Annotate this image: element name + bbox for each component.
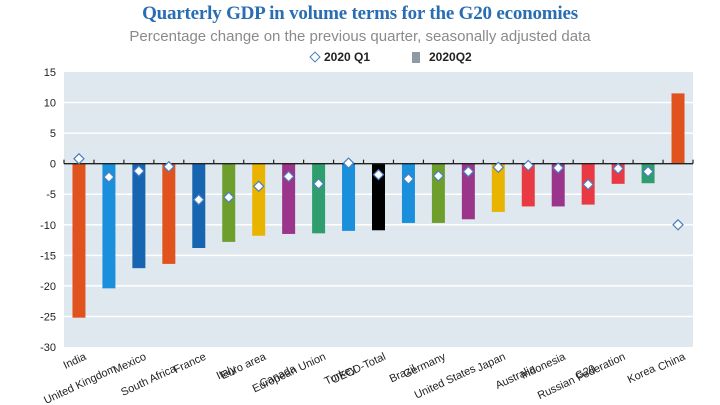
bar-australia [521, 163, 535, 207]
y-tick-label: -15 [40, 250, 56, 262]
diamond-oecd-total [372, 168, 385, 181]
y-tick-label: -10 [40, 220, 56, 232]
bar-united-states [461, 163, 475, 220]
diamond-indonesia [552, 162, 565, 174]
legend-item-q2: 2020Q2 [412, 50, 472, 64]
y-tick-label: -30 [40, 342, 56, 354]
diamond-italy [222, 191, 235, 204]
chart-subtitle: Percentage change on the previous quarte… [129, 28, 591, 45]
y-tick-label: -20 [40, 281, 56, 293]
diamond-france [192, 193, 205, 206]
bar-canada [282, 163, 296, 234]
x-tick-label: Mexico [111, 351, 148, 377]
square-icon [412, 51, 420, 63]
y-tick-label: 0 [50, 159, 56, 171]
diamond-european-union [312, 177, 325, 190]
x-tick-label: China [656, 350, 688, 373]
diamond-united-states [462, 165, 475, 178]
legend-item-q1: 2020 Q1 [309, 50, 371, 64]
legend-label-q1: 2020 Q1 [324, 50, 371, 64]
y-tick-label: 5 [50, 128, 56, 140]
legend: 2020 Q1 2020Q2 [0, 50, 720, 68]
x-tick-label: India [62, 350, 89, 371]
diamond-germany [432, 170, 445, 182]
bar-euro-area [252, 163, 266, 236]
diamond-india [73, 152, 85, 165]
bar-turkey [342, 163, 356, 231]
x-tick-label: Korea [626, 362, 658, 386]
diamond-japan [492, 161, 505, 174]
diamond-turkey [342, 157, 355, 169]
x-tick-label: Japan [475, 351, 507, 375]
bar-mexico [132, 163, 146, 269]
diamond-australia [522, 159, 535, 172]
bar-japan [491, 163, 505, 212]
diamond-g20 [582, 178, 595, 191]
x-tick-label: United Kingdom [42, 363, 118, 405]
diamond-euro-area [252, 180, 265, 193]
diamond-canada [282, 170, 295, 183]
bar-brazil [401, 163, 415, 223]
bar-china [671, 93, 685, 164]
y-tick-label: -5 [46, 189, 56, 201]
y-tick-label: 10 [44, 98, 56, 110]
y-tick-label: -25 [40, 311, 56, 323]
x-tick-label: Germany [402, 351, 449, 381]
legend-label-q2: 2020Q2 [429, 50, 472, 64]
bar-france [192, 163, 206, 248]
diamond-mexico [133, 165, 145, 177]
x-tick-label: France [172, 351, 208, 376]
diamond-south-africa [162, 160, 175, 173]
bar-united-kingdom [102, 163, 116, 289]
bar-european-union [312, 163, 326, 234]
y-tick-label: 15 [44, 67, 56, 79]
diamond-united-kingdom [103, 171, 115, 183]
bar-indonesia [551, 163, 565, 207]
bar-india [72, 163, 86, 318]
diamond-korea [642, 165, 654, 178]
bar-south-africa [162, 163, 176, 264]
bar-oecd-total [372, 163, 385, 231]
diamond-russian-federation [612, 162, 624, 175]
chart-title: Quarterly GDP in volume terms for the G2… [142, 3, 578, 24]
diamond-china [672, 218, 684, 231]
y-axis-ticks: 15 10 5 0 -5 -10 -15 -20 -25 -30 [40, 67, 56, 354]
markers-2020q1 [73, 152, 684, 231]
diamond-brazil [402, 173, 415, 185]
